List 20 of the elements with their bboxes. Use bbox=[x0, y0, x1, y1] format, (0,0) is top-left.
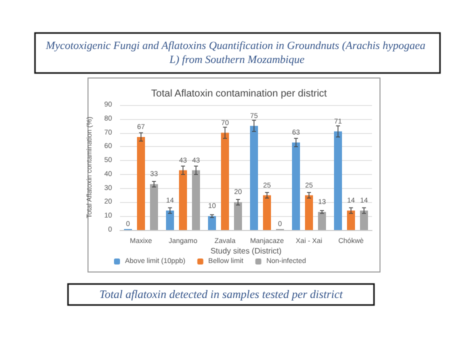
bar bbox=[263, 195, 271, 230]
bar bbox=[150, 184, 158, 230]
bar bbox=[137, 136, 145, 230]
bar bbox=[334, 131, 342, 230]
bar bbox=[305, 195, 313, 230]
bar bbox=[192, 170, 200, 230]
bar bbox=[208, 216, 216, 230]
bar bbox=[292, 142, 300, 230]
bar bbox=[250, 126, 258, 230]
bar bbox=[360, 210, 368, 230]
bar bbox=[234, 202, 242, 230]
text: Mycotoxigenic Fungi and Aflatoxins Quantification in Groundnuts (Arachis hypogaea L) from Southern Mozambique bbox=[44, 40, 428, 66]
bar bbox=[318, 212, 326, 230]
bar bbox=[166, 210, 174, 230]
text: Total aflatoxin detected in samples tested per district bbox=[99, 289, 344, 301]
bar bbox=[221, 132, 229, 230]
bar bbox=[347, 210, 355, 230]
bar bbox=[179, 170, 187, 230]
chart-title: Total Aflatoxin contamination per district bbox=[151, 88, 328, 100]
x-axis-title: Study sites (District) bbox=[210, 246, 282, 256]
